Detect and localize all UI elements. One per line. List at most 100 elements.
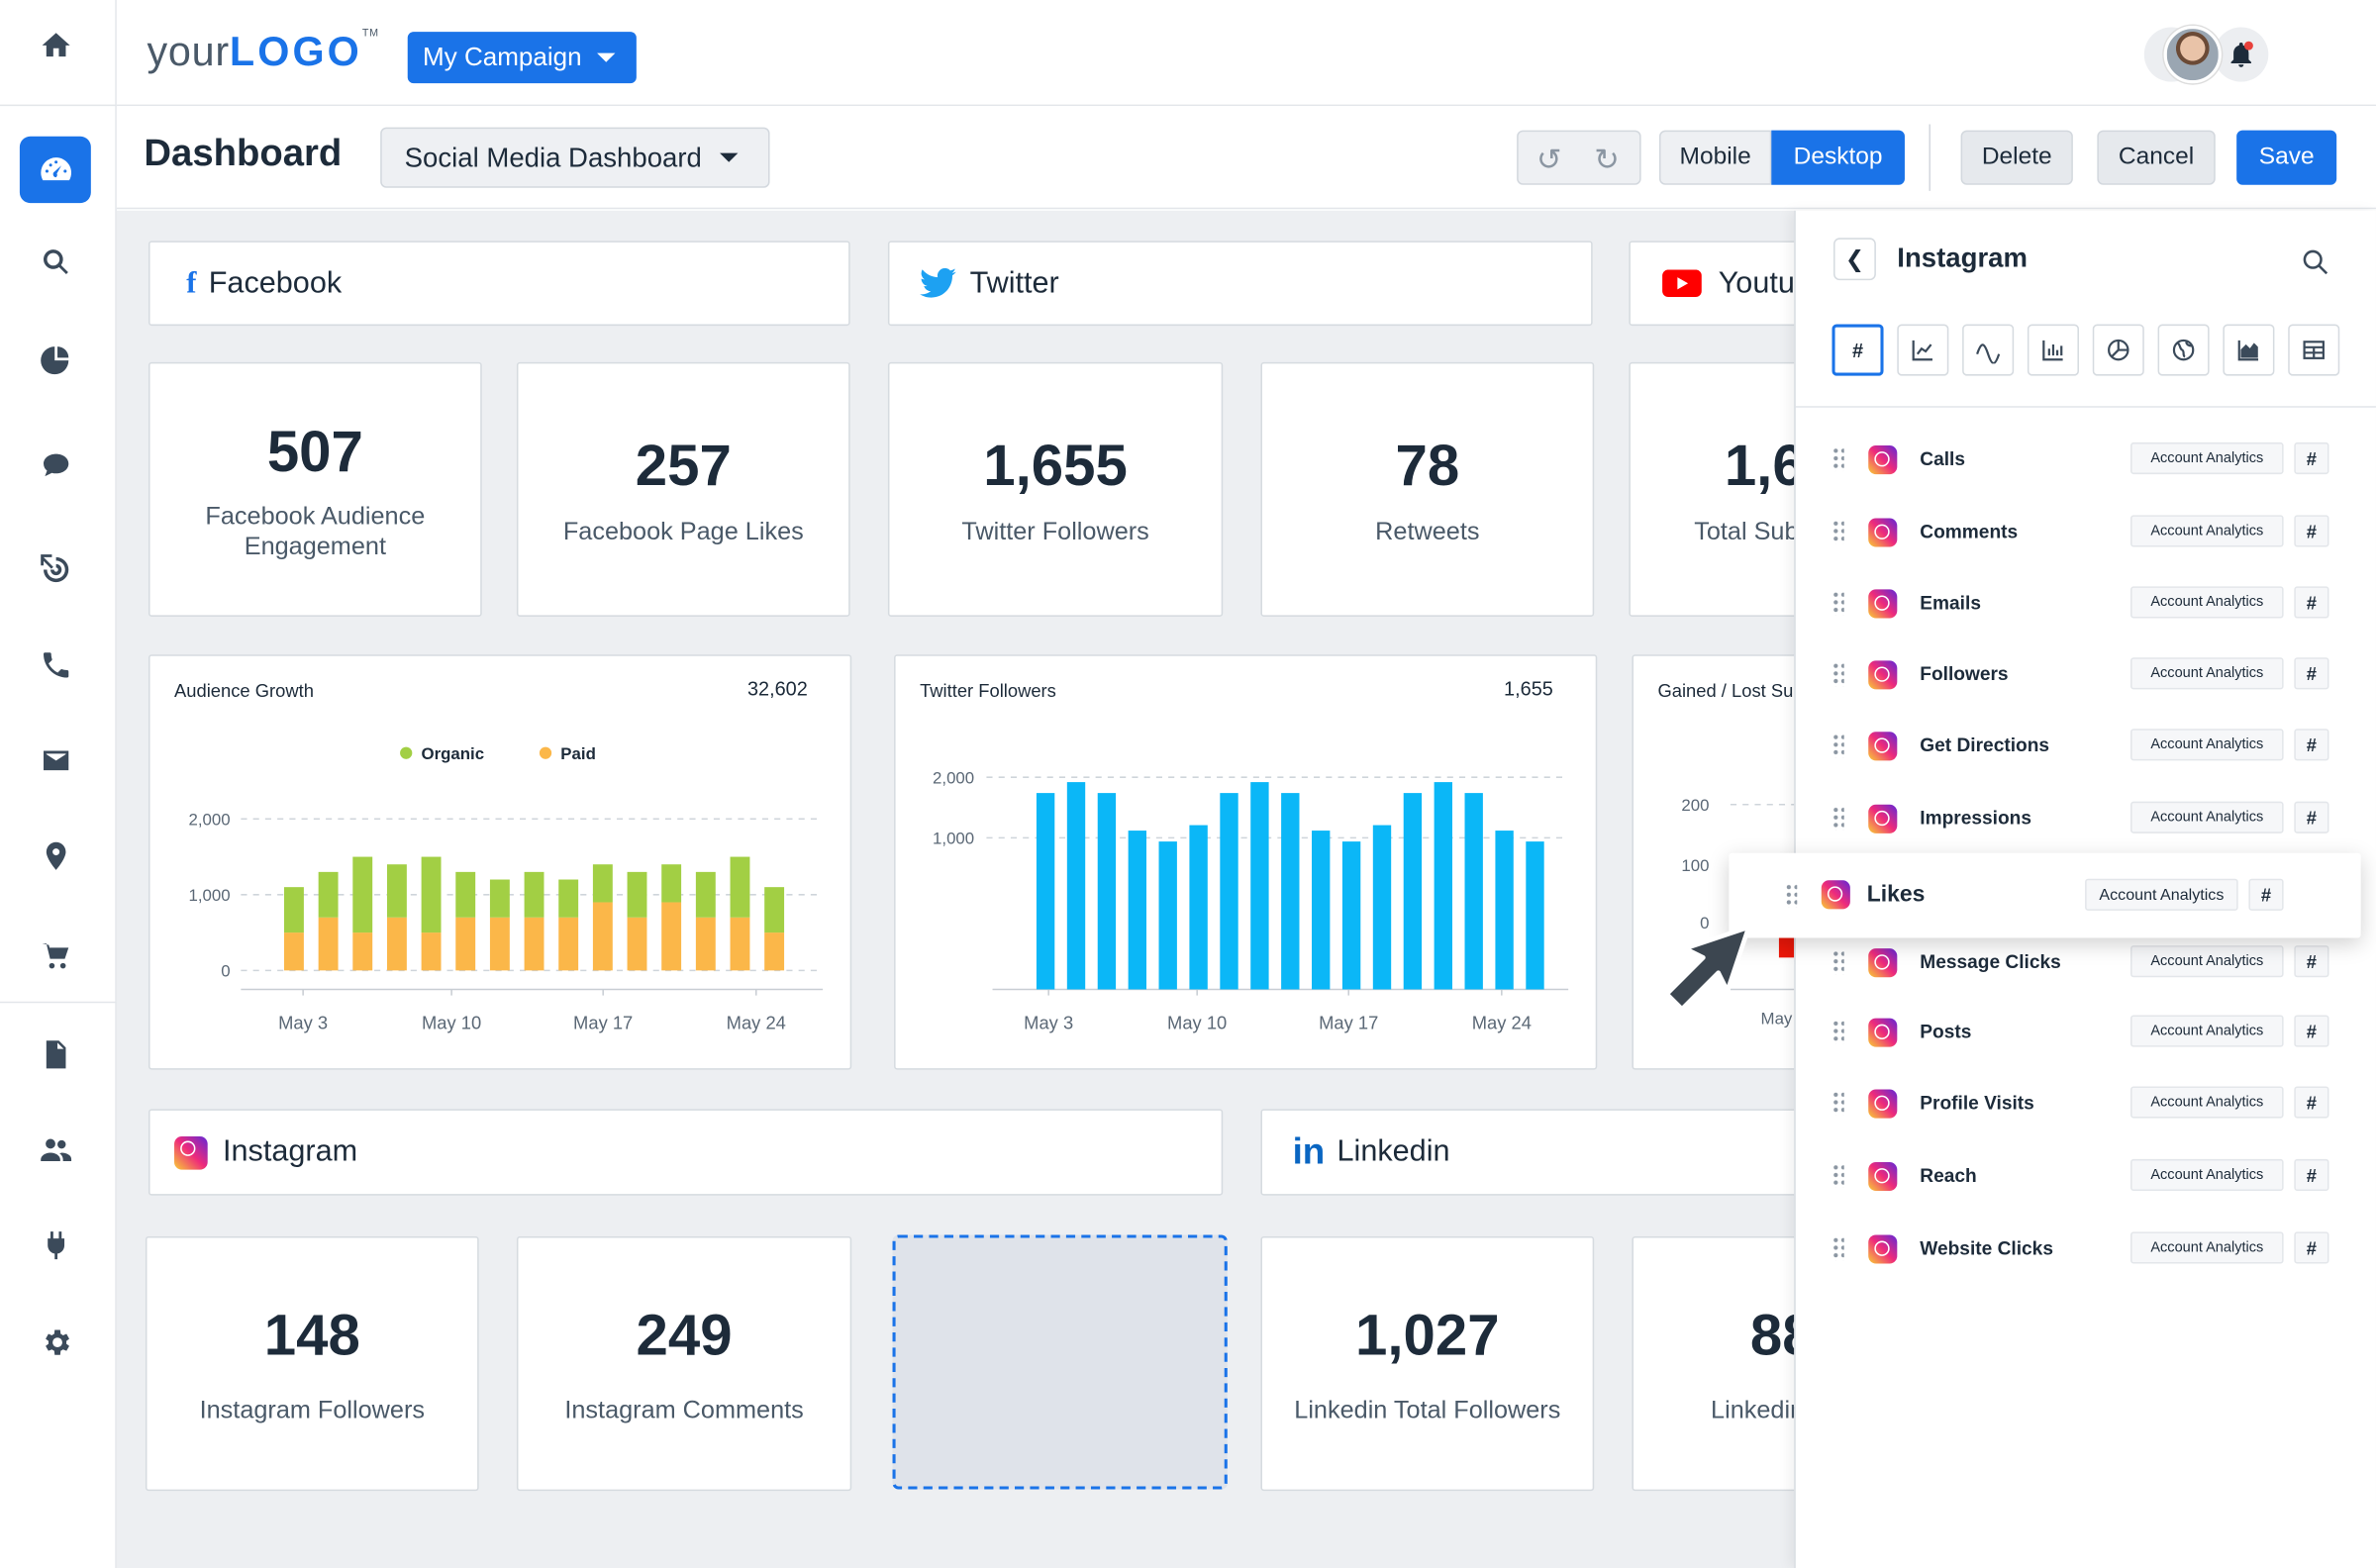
drag-handle-icon[interactable] xyxy=(1832,446,1844,472)
metric-tag: Account Analytics xyxy=(2130,801,2284,833)
drag-handle-icon[interactable] xyxy=(1832,590,1844,616)
back-button[interactable]: ❮ xyxy=(1833,238,1876,281)
metric-row-message-clicks[interactable]: Message Clicks Account Analytics # xyxy=(1796,931,2376,992)
metric-row-followers[interactable]: Followers Account Analytics # xyxy=(1796,644,2376,705)
user-avatar[interactable] xyxy=(2163,26,2222,84)
metric-label: Linkedin xyxy=(1711,1397,1805,1424)
cart-icon[interactable] xyxy=(34,933,79,979)
metric-label: Instagram Comments xyxy=(564,1397,804,1424)
metric-type-badge: # xyxy=(2248,878,2284,911)
bar-paid xyxy=(764,932,785,971)
audience-growth-chart: 2,000 1,000 0 Organic Paid May 3 May 10 May 17 M… xyxy=(189,744,824,1032)
metric-row-impressions[interactable]: Impressions Account Analytics # xyxy=(1796,788,2376,848)
drag-handle-icon[interactable] xyxy=(1832,1020,1844,1044)
metric-label: Facebook Audience Engagement xyxy=(205,503,426,561)
globe-icon[interactable] xyxy=(2157,324,2210,376)
bar-paid xyxy=(730,917,750,971)
undo-icon[interactable]: ↺ xyxy=(1536,144,1562,178)
mobile-view-button[interactable]: Mobile xyxy=(1659,130,1772,185)
metric-row-posts[interactable]: Posts Account Analytics # xyxy=(1796,1002,2376,1062)
x-tick-label: May 10 xyxy=(422,1012,481,1032)
notifications-button[interactable] xyxy=(2214,27,2269,82)
drag-handle-icon[interactable] xyxy=(1832,1235,1844,1261)
cancel-button[interactable]: Cancel xyxy=(2097,130,2216,185)
metric-label: Facebook Page Likes xyxy=(562,518,804,546)
metric-row-profile-visits[interactable]: Profile Visits Account Analytics # xyxy=(1796,1073,2376,1133)
metric-card-linkedin-total-followers[interactable]: 1,027 Linkedin Total Followers xyxy=(1260,1235,1595,1492)
drag-handle-icon[interactable] xyxy=(1832,519,1844,544)
metric-row-get-directions[interactable]: Get Directions Account Analytics # xyxy=(1796,715,2376,775)
instagram-section-header[interactable]: Instagram xyxy=(148,1109,1224,1196)
location-pin-icon[interactable] xyxy=(34,833,79,879)
drag-handle-icon[interactable] xyxy=(1832,733,1844,758)
twitter-section-header[interactable]: Twitter xyxy=(887,241,1593,327)
metric-card-instagram-comments[interactable]: 249 Instagram Comments xyxy=(516,1235,852,1492)
drag-handle-icon[interactable] xyxy=(1832,806,1844,831)
drag-handle-icon[interactable] xyxy=(1832,661,1844,687)
chart-title: Twitter Followers xyxy=(920,680,1056,702)
instagram-icon xyxy=(1868,732,1898,761)
metric-card-twitter-followers[interactable]: 1,655 Twitter Followers xyxy=(887,361,1224,617)
drag-handle-icon[interactable] xyxy=(1832,1163,1844,1188)
metric-card-facebook-engagement[interactable]: 507 Facebook Audience Engagement xyxy=(148,361,482,617)
page-title: Dashboard xyxy=(144,132,343,175)
save-button[interactable]: Save xyxy=(2236,130,2337,185)
bar-organic xyxy=(695,871,716,918)
metric-card-facebook-page-likes[interactable]: 257 Facebook Page Likes xyxy=(516,361,850,617)
drag-handle-icon[interactable] xyxy=(1832,1091,1844,1116)
metric-card-instagram-followers[interactable]: 148 Instagram Followers xyxy=(145,1235,479,1492)
target-icon[interactable] xyxy=(34,547,79,593)
bar xyxy=(1434,782,1452,990)
desktop-view-button[interactable]: Desktop xyxy=(1771,130,1905,185)
file-icon[interactable] xyxy=(34,1031,79,1077)
search-icon[interactable] xyxy=(2300,246,2330,277)
metric-name: Comments xyxy=(1920,521,2019,542)
line-chart-icon[interactable] xyxy=(1897,324,1949,376)
campaign-dropdown[interactable]: My Campaign xyxy=(407,32,637,84)
metric-row-emails[interactable]: Emails Account Analytics # xyxy=(1796,573,2376,634)
users-icon[interactable] xyxy=(34,1127,79,1173)
facebook-section-header[interactable]: f Facebook xyxy=(148,241,850,327)
drag-handle-icon[interactable] xyxy=(1832,949,1844,975)
bar xyxy=(1158,841,1177,990)
chart-card-twitter-followers[interactable]: Twitter Followers 1,655 2,000 1,000 May 3 M… xyxy=(894,654,1598,1070)
delete-button[interactable]: Delete xyxy=(1960,130,2073,185)
bar-organic xyxy=(489,879,510,918)
metric-tag: Account Analytics xyxy=(2130,657,2284,690)
metric-type-badge: # xyxy=(2294,729,2329,761)
chart-title: Audience Growth xyxy=(174,680,314,702)
home-icon[interactable] xyxy=(34,23,79,68)
brand-logo[interactable]: yourLOGOTM xyxy=(147,29,379,74)
chat-icon[interactable] xyxy=(34,442,79,488)
widget-drop-zone[interactable] xyxy=(892,1234,1228,1490)
bar-chart-icon[interactable] xyxy=(2027,324,2079,376)
plug-icon[interactable] xyxy=(34,1223,79,1268)
metric-row-reach[interactable]: Reach Account Analytics # xyxy=(1796,1145,2376,1206)
pie-chart-icon[interactable] xyxy=(2092,324,2144,376)
dashboard-icon[interactable] xyxy=(19,136,91,204)
pie-chart-icon[interactable] xyxy=(34,337,79,382)
dashboard-select[interactable]: Social Media Dashboard xyxy=(380,127,770,188)
metric-row-calls[interactable]: Calls Account Analytics # xyxy=(1796,429,2376,489)
redo-icon[interactable]: ↻ xyxy=(1594,144,1620,178)
number-icon[interactable]: # xyxy=(1832,324,1884,376)
dragged-metric-row[interactable]: Likes Account Analytics # xyxy=(1729,852,2361,938)
table-icon[interactable] xyxy=(2288,324,2340,376)
bar-paid xyxy=(558,917,579,971)
settings-gear-icon[interactable] xyxy=(34,1320,79,1365)
top-bar: yourLOGOTM My Campaign ? xyxy=(116,0,2376,107)
metric-row-comments[interactable]: Comments Account Analytics # xyxy=(1796,502,2376,562)
phone-icon[interactable] xyxy=(34,642,79,688)
sparkline-icon[interactable] xyxy=(1962,324,2015,376)
mail-icon[interactable] xyxy=(34,737,79,783)
area-chart-icon[interactable] xyxy=(2223,324,2275,376)
bar-organic xyxy=(455,871,476,918)
search-icon[interactable] xyxy=(34,240,79,285)
x-tick-label: May 3 xyxy=(1024,1012,1073,1032)
bar-paid xyxy=(524,917,544,971)
metric-card-retweets[interactable]: 78 Retweets xyxy=(1260,361,1595,617)
drag-handle-icon[interactable] xyxy=(1785,883,1798,908)
bar-organic xyxy=(661,864,682,903)
chart-card-audience-growth[interactable]: Audience Growth 32,602 2,000 1,000 0 Organi… xyxy=(148,654,852,1070)
metric-row-website-clicks[interactable]: Website Clicks Account Analytics # xyxy=(1796,1219,2376,1279)
